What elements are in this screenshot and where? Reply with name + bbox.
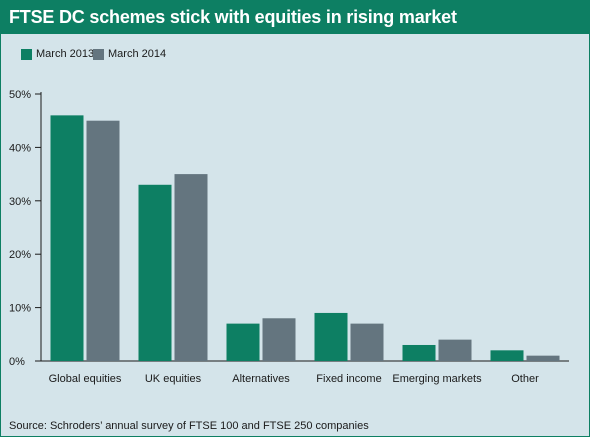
legend-swatch-march-2014 (93, 49, 104, 60)
legend-label-march-2014: March 2014 (108, 48, 167, 60)
bar-march-2014-other (526, 355, 560, 361)
bar-march-2013-other (490, 350, 524, 361)
y-tick-label: 50% (9, 89, 31, 101)
y-tick-label: 0% (9, 356, 25, 368)
x-tick-label: Alternatives (232, 373, 290, 385)
bar-march-2013-alternatives (226, 323, 260, 361)
bar-march-2014-uk-equities (174, 174, 208, 361)
legend-swatch-march-2013 (21, 49, 32, 60)
x-tick-label: Other (511, 373, 539, 385)
bar-march-2013-emerging-markets (402, 344, 436, 361)
y-tick-label: 10% (9, 303, 31, 315)
title-bar: FTSE DC schemes stick with equities in r… (1, 1, 589, 34)
y-tick-label: 20% (9, 249, 31, 261)
bar-march-2013-uk-equities (138, 184, 172, 361)
bar-march-2014-fixed-income (350, 323, 384, 361)
x-tick-label: Fixed income (316, 373, 381, 385)
y-tick-label: 40% (9, 142, 31, 154)
y-tick-label: 30% (9, 196, 31, 208)
bar-march-2014-global-equities (86, 120, 120, 361)
legend-label-march-2013: March 2013 (36, 48, 95, 60)
bar-march-2013-fixed-income (314, 312, 348, 361)
bar-march-2014-alternatives (262, 318, 296, 361)
x-tick-label: Emerging markets (392, 373, 482, 385)
source-note: Source: Schroders’ annual survey of FTSE… (9, 420, 369, 432)
bar-march-2014-emerging-markets (438, 339, 472, 361)
x-tick-label: UK equities (145, 373, 202, 385)
chart-title: FTSE DC schemes stick with equities in r… (9, 7, 457, 27)
x-tick-label: Global equities (49, 373, 122, 385)
bar-march-2013-global-equities (50, 115, 84, 361)
